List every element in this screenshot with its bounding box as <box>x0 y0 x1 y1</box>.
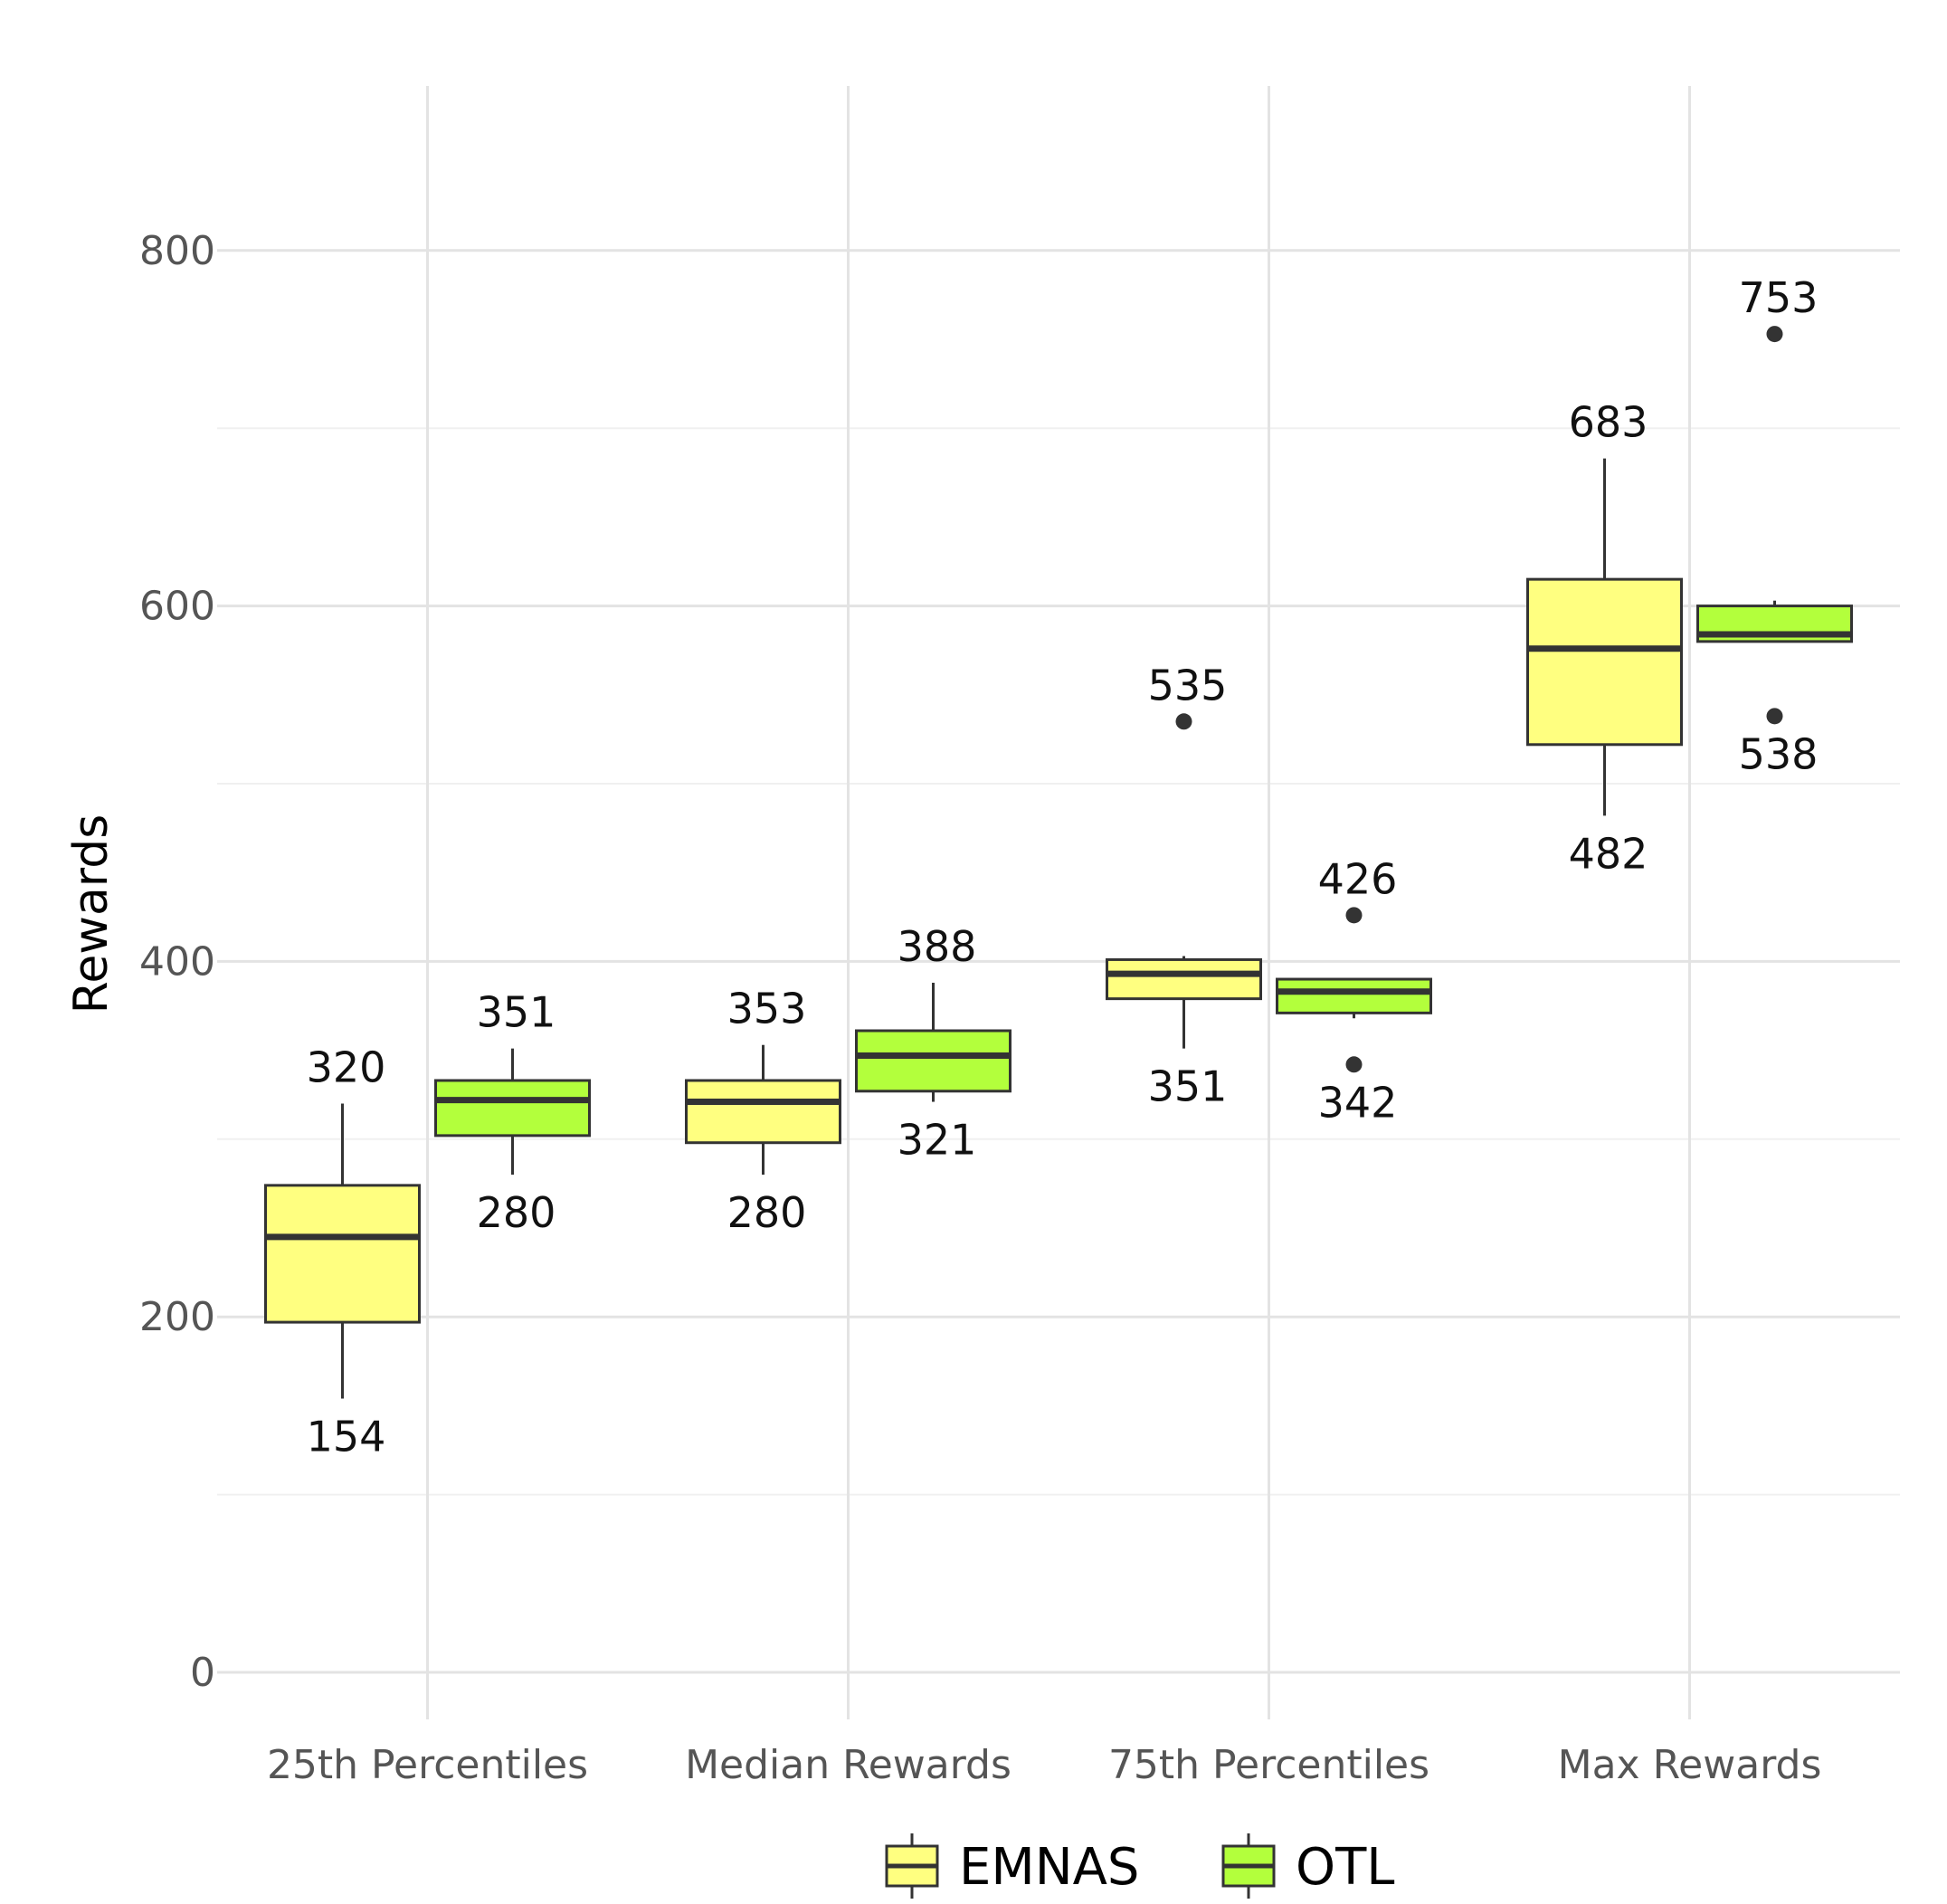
outlier-point <box>1766 326 1783 343</box>
y-axis-ticks: 0 200 400 600 800 <box>139 228 215 1696</box>
data-label: 154 <box>307 1413 386 1461</box>
outlier-point <box>1175 713 1192 730</box>
y-tick-label: 800 <box>139 228 215 274</box>
legend-item-emnas: EMNAS <box>885 1833 1139 1899</box>
box-otl <box>855 982 1011 1102</box>
x-tick-label: Median Rewards <box>685 1742 1011 1788</box>
data-label: 280 <box>477 1188 556 1237</box>
data-label: 353 <box>727 985 807 1033</box>
box-otl <box>1276 907 1432 1073</box>
legend-item-otl: OTL <box>1221 1833 1394 1899</box>
legend-label: OTL <box>1296 1838 1394 1897</box>
data-labels: 320 154 351 280 353 280 388 321 535 351 426 342 683 4… <box>307 273 1819 1461</box>
box-emnas <box>1106 713 1262 1049</box>
data-label: 753 <box>1739 273 1819 322</box>
data-label: 280 <box>727 1188 807 1237</box>
data-label: 683 <box>1569 398 1648 447</box>
data-label: 321 <box>898 1116 977 1165</box>
box-body <box>685 1079 841 1145</box>
data-label: 535 <box>1148 661 1228 709</box>
legend: EMNAS OTL <box>885 1833 1394 1899</box>
data-label: 351 <box>477 988 556 1037</box>
box-body <box>264 1184 421 1324</box>
box-otl <box>434 1048 591 1176</box>
y-tick-label: 200 <box>139 1294 215 1340</box>
box-emnas <box>264 1103 421 1399</box>
y-tick-label: 400 <box>139 938 215 985</box>
x-axis-ticks: 25th Percentiles Median Rewards 75th Perce… <box>267 1742 1821 1788</box>
y-tick-label: 600 <box>139 584 215 630</box>
box-body <box>855 1029 1011 1093</box>
box-body <box>1526 577 1683 747</box>
box-otl <box>1696 326 1853 725</box>
box-emnas <box>1526 458 1683 816</box>
outlier-point <box>1766 708 1783 725</box>
data-label: 538 <box>1739 729 1819 778</box>
outlier-point <box>1345 1056 1363 1073</box>
box-body <box>1276 977 1432 1014</box>
y-axis-title: Rewards <box>64 814 119 1014</box>
data-label: 426 <box>1318 854 1398 903</box>
box-body <box>434 1079 591 1138</box>
x-tick-label: Max Rewards <box>1558 1742 1822 1788</box>
outlier-point <box>1345 907 1363 924</box>
box-emnas <box>685 1044 841 1176</box>
box-body <box>1106 957 1262 1001</box>
data-label: 351 <box>1148 1062 1228 1111</box>
box-series <box>264 326 1853 1399</box>
grid-lines <box>217 86 1900 1719</box>
legend-label: EMNAS <box>959 1838 1139 1897</box>
data-label: 342 <box>1318 1078 1398 1127</box>
data-label: 482 <box>1569 829 1648 878</box>
x-tick-label: 75th Percentiles <box>1108 1742 1429 1788</box>
y-tick-label: 0 <box>190 1650 215 1696</box>
data-label: 388 <box>898 922 977 971</box>
x-tick-label: 25th Percentiles <box>267 1742 588 1788</box>
data-label: 320 <box>307 1043 386 1092</box>
